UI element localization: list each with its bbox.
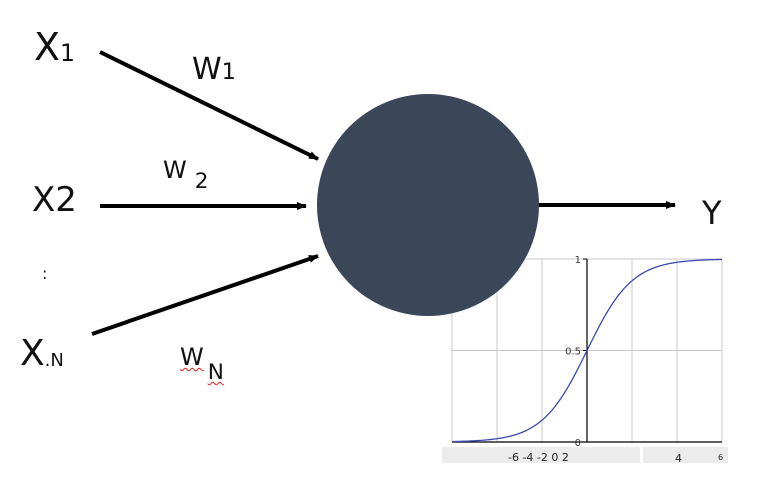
y-tick-label: 0.5 [565,347,581,358]
weight-w1-main: W [192,52,222,87]
sigmoid-curve [451,258,723,443]
input-ellipsis: : [42,264,48,283]
x-tick-label-4: 4 [675,452,682,465]
arrow-xn [91,254,319,336]
input-x1-label: X1 [34,28,75,66]
weight-w2-sub: 2 [194,169,209,194]
input-xn-sub: .N [44,349,64,371]
output-y-label: Y [702,194,722,232]
x-label-band [442,447,728,463]
x-tick-label-6: 6 [718,453,723,462]
y-tick-label: 1 [575,255,581,266]
weight-w1-sub: 1 [221,59,236,85]
weight-wn-sub: N [207,360,224,385]
input-x2-main: X [32,180,56,220]
input-x2-sub: 2 [55,180,77,220]
input-xn-label: X.N [20,336,64,372]
weight-w1-label: W1 [192,55,236,85]
input-x1-sub: 1 [60,39,76,68]
x-label-band-gap [640,447,643,463]
weight-wn-label: WN [180,343,224,383]
y-tick-labels: 00.51 [565,255,581,449]
x-tick-label-group: -6 -4 -2 0 2 [508,451,569,464]
input-x2-label: X2 [32,183,77,217]
neuron-node [317,94,539,316]
input-xn-main: X [20,333,45,374]
y-tick-label: 0 [575,438,581,449]
input-x1-main: X [34,25,61,69]
arrow-x1 [99,50,319,161]
weight-w2-main: W [163,156,187,184]
weight-wn-main: W [180,343,204,371]
